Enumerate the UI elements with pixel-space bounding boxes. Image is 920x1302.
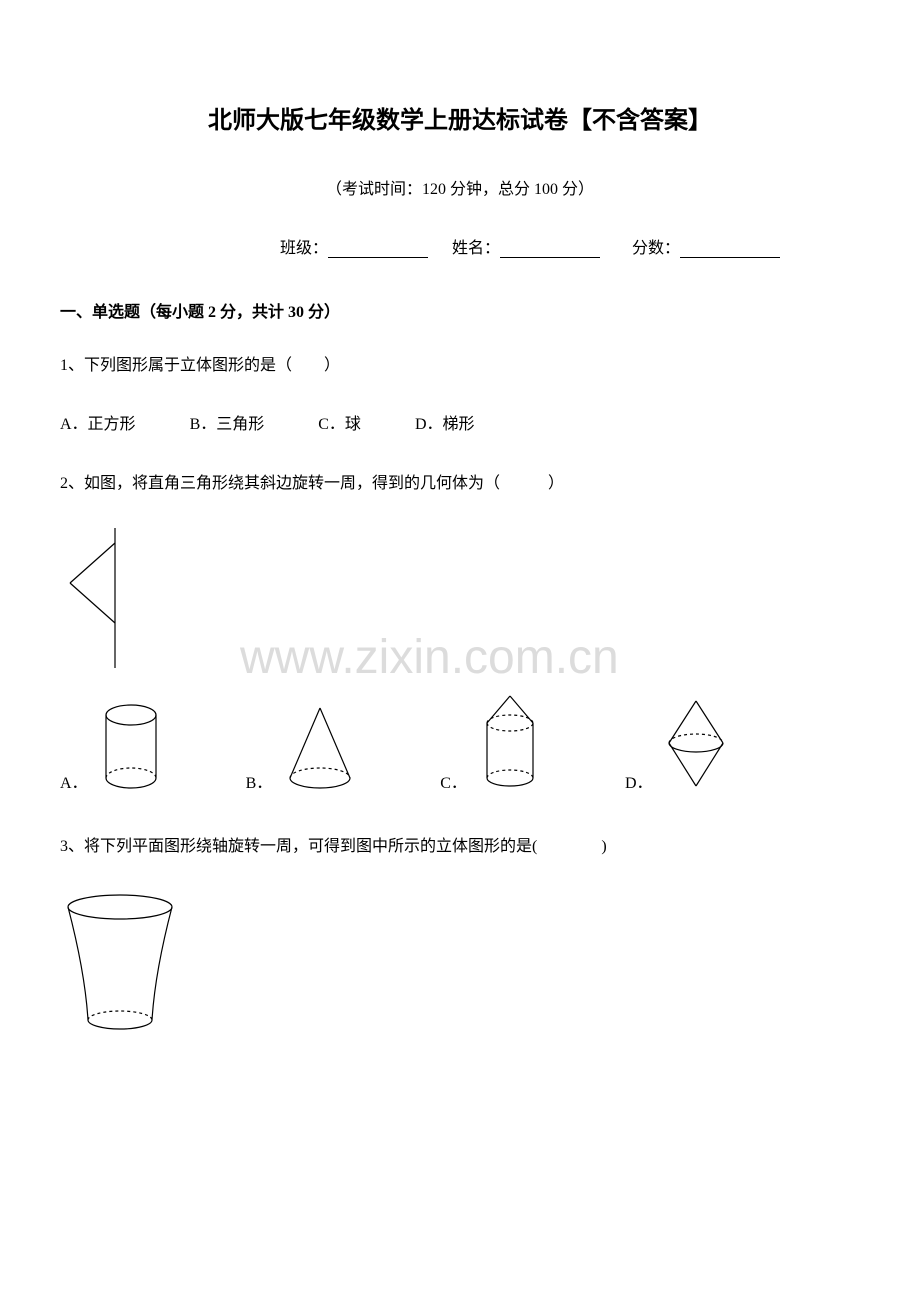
q2-opt-d-item: D． xyxy=(625,698,731,793)
question-2: 2、如图，将直角三角形绕其斜边旋转一周，得到的几何体为（ ） xyxy=(60,470,860,499)
section-1-header: 一、单选题（每小题 2 分，共计 30 分） xyxy=(60,298,860,322)
q2-opt-a-label: A． xyxy=(60,769,88,793)
right-triangle-icon xyxy=(60,528,140,668)
q2-main-diagram xyxy=(60,528,860,673)
score-blank xyxy=(680,242,780,258)
q1-opt-a: A．正方形 xyxy=(60,411,136,440)
q3-main-diagram xyxy=(60,892,860,1047)
q2-opt-b-item: B． xyxy=(246,703,361,793)
question-3: 3、将下列平面图形绕轴旋转一周，可得到图中所示的立体图形的是( ) xyxy=(60,833,860,862)
q2-opt-c-label: C． xyxy=(440,769,467,793)
cone-on-cylinder-icon xyxy=(475,693,545,793)
class-label: 班级： xyxy=(280,240,328,257)
q2-opt-c-item: C． xyxy=(440,693,545,793)
q1-opt-b: B．三角形 xyxy=(190,411,265,440)
q2-opt-d-label: D． xyxy=(625,769,653,793)
cup-solid-icon xyxy=(60,892,180,1042)
question-1: 1、下列图形属于立体图形的是（ ） xyxy=(60,352,860,381)
name-label: 姓名： xyxy=(452,240,500,257)
q2-options-row: A． B． C． xyxy=(60,693,860,793)
question-1-options: A．正方形 B．三角形 C．球 D．梯形 xyxy=(60,411,860,440)
page-content: 北师大版七年级数学上册达标试卷【不含答案】 （考试时间：120 分钟，总分 10… xyxy=(60,100,860,1047)
page-title: 北师大版七年级数学上册达标试卷【不含答案】 xyxy=(60,100,860,135)
double-cone-icon xyxy=(661,698,731,793)
name-blank xyxy=(500,242,600,258)
q1-opt-c: C．球 xyxy=(318,411,361,440)
q1-opt-d: D．梯形 xyxy=(415,411,475,440)
score-label: 分数： xyxy=(632,240,680,257)
exam-info: （考试时间：120 分钟，总分 100 分） xyxy=(60,175,860,199)
class-blank xyxy=(328,242,428,258)
cylinder-icon xyxy=(96,703,166,793)
cone-icon xyxy=(280,703,360,793)
q2-opt-b-label: B． xyxy=(246,769,273,793)
fill-in-row: 班级： 姓名： 分数： xyxy=(200,234,860,258)
q2-opt-a-item: A． xyxy=(60,703,166,793)
